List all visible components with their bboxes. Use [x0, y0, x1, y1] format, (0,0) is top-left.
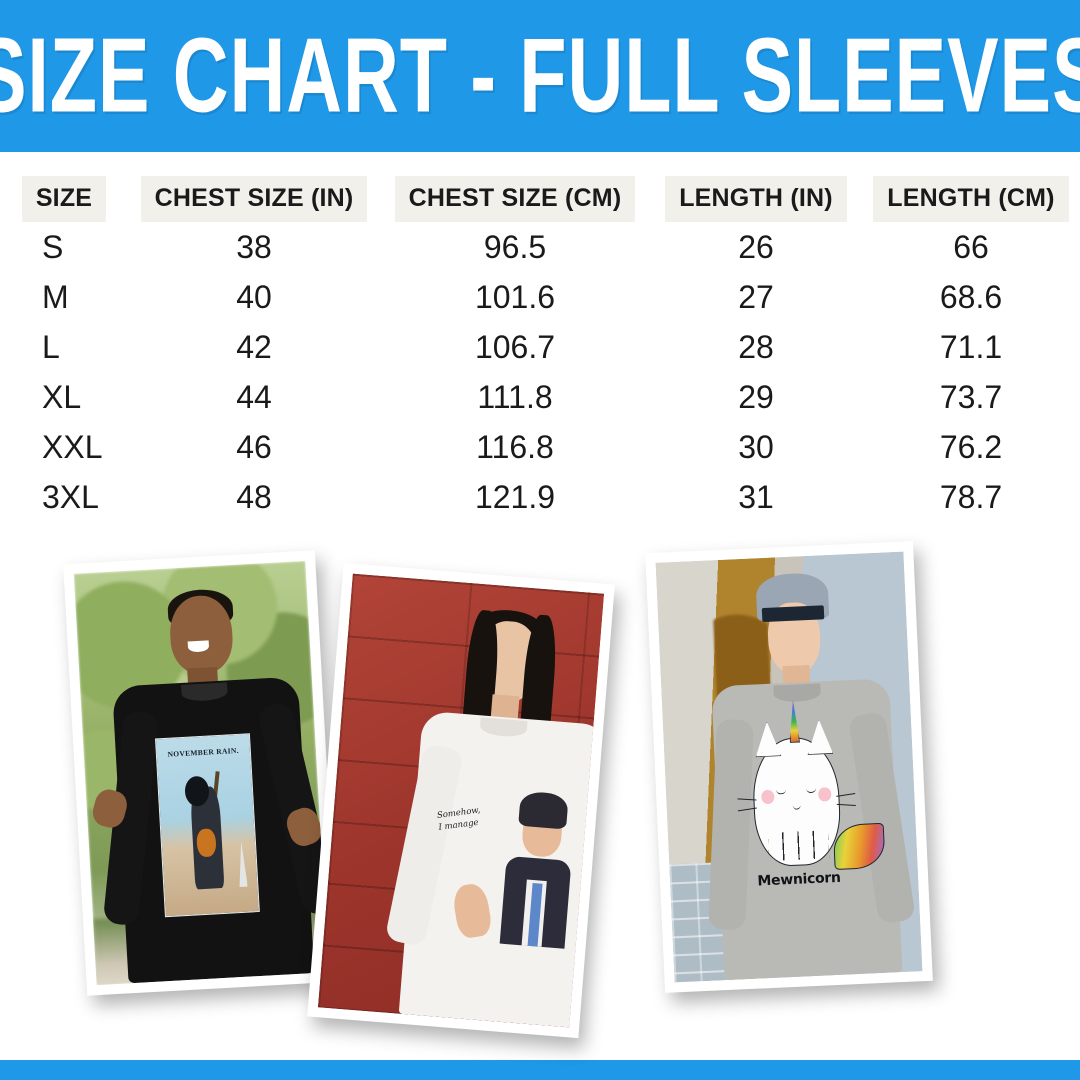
table-row: XL 44 111.8 29 73.7 [0, 372, 1080, 422]
cell-size: M [42, 278, 69, 315]
cell-chest-cm: 121.9 [474, 478, 556, 515]
cat-eye-left [775, 784, 787, 795]
cell-chest-in: 40 [236, 278, 272, 315]
footer-bar [0, 1060, 1080, 1080]
print-script-text: Somehow, I manage [436, 802, 504, 835]
cell-chest-in: 42 [236, 328, 272, 365]
table-row: L 42 106.7 28 71.1 [0, 322, 1080, 372]
print-figure-hand [451, 882, 494, 941]
cell-chest-cm: 106.7 [474, 328, 556, 365]
product-photo-november-rain: NOVEMBER RAIN. [63, 550, 339, 996]
cat-nose [792, 798, 802, 811]
column-header-chest-cm: CHEST SIZE (CM) [380, 176, 650, 222]
cell-length-cm: 76.2 [939, 428, 1003, 465]
product-photo-strip: NOVEMBER RAIN. Somehow, [0, 535, 1080, 1039]
print-figure-hair [518, 791, 570, 830]
cell-chest-in: 44 [236, 378, 272, 415]
print-title-text: NOVEMBER RAIN. [167, 745, 239, 759]
column-header-length-in: LENGTH (IN) [650, 176, 862, 222]
cat-eye-right [805, 782, 817, 794]
background-tower [237, 841, 248, 887]
cell-length-cm: 78.7 [939, 478, 1003, 515]
cap-strap [761, 605, 825, 622]
cell-length-in: 30 [738, 428, 774, 465]
cat-legs [767, 830, 830, 861]
cat-cheek-left [761, 789, 775, 805]
page-title: SIZE CHART - FULL SLEEVES [0, 17, 1080, 136]
cell-chest-in: 48 [236, 478, 272, 515]
cell-chest-cm: 111.8 [477, 378, 553, 415]
cell-size: L [42, 328, 60, 365]
cell-length-cm: 66 [953, 228, 989, 265]
table-body: S 38 96.5 26 66 M 40 101.6 27 68.6 L 42 … [0, 222, 1080, 522]
cell-length-in: 31 [738, 478, 774, 515]
guitar-body [196, 828, 217, 858]
cell-chest-cm: 101.6 [474, 278, 556, 315]
column-header-length-in-label: LENGTH (IN) [665, 176, 847, 222]
cell-chest-cm: 96.5 [483, 228, 547, 265]
table-row: M 40 101.6 27 68.6 [0, 272, 1080, 322]
somehow-i-manage-print: Somehow, I manage [425, 781, 578, 949]
table-row: XXL 46 116.8 30 76.2 [0, 422, 1080, 472]
cell-length-in: 29 [738, 378, 774, 415]
table-header: SIZE CHEST SIZE (IN) CHEST SIZE (CM) LEN… [0, 176, 1080, 222]
column-header-chest-in-label: CHEST SIZE (IN) [140, 176, 368, 222]
cell-chest-in: 46 [236, 428, 272, 465]
cell-size: S [42, 228, 64, 265]
table-header-row: SIZE CHEST SIZE (IN) CHEST SIZE (CM) LEN… [0, 176, 1080, 222]
column-header-length-cm-label: LENGTH (CM) [873, 176, 1069, 222]
photo-content: Mewnicorn [655, 551, 923, 983]
table-row: 3XL 48 121.9 31 78.7 [0, 472, 1080, 522]
product-photo-mewnicorn: Mewnicorn [645, 541, 933, 993]
column-header-size-label: SIZE [21, 176, 107, 222]
table-row: S 38 96.5 26 66 [0, 222, 1080, 272]
column-header-chest-in: CHEST SIZE (IN) [128, 176, 380, 222]
november-rain-print: NOVEMBER RAIN. [154, 733, 260, 918]
cell-length-in: 28 [738, 328, 774, 365]
cell-chest-cm: 116.8 [476, 428, 554, 465]
photo-content: NOVEMBER RAIN. [73, 560, 329, 986]
cell-size: 3XL [42, 478, 99, 515]
cell-length-cm: 71.1 [939, 328, 1003, 365]
print-script-line-2: I manage [437, 818, 479, 834]
cell-length-in: 27 [738, 278, 774, 315]
header-banner: SIZE CHART - FULL SLEEVES [0, 0, 1080, 152]
photo-content: Somehow, I manage [317, 573, 605, 1028]
cell-length-cm: 73.7 [939, 378, 1003, 415]
cell-length-in: 26 [738, 228, 774, 265]
column-header-size: SIZE [0, 176, 128, 222]
cat-cheek-right [817, 787, 832, 802]
column-header-chest-cm-label: CHEST SIZE (CM) [394, 176, 636, 222]
cell-size: XL [42, 378, 82, 415]
cell-length-cm: 68.6 [939, 278, 1003, 315]
size-chart-table: SIZE CHEST SIZE (IN) CHEST SIZE (CM) LEN… [0, 176, 1080, 522]
column-header-length-cm: LENGTH (CM) [862, 176, 1080, 222]
cell-chest-in: 38 [236, 228, 272, 265]
cell-size: XXL [42, 428, 103, 465]
product-photo-somehow-i-manage: Somehow, I manage [307, 562, 615, 1039]
